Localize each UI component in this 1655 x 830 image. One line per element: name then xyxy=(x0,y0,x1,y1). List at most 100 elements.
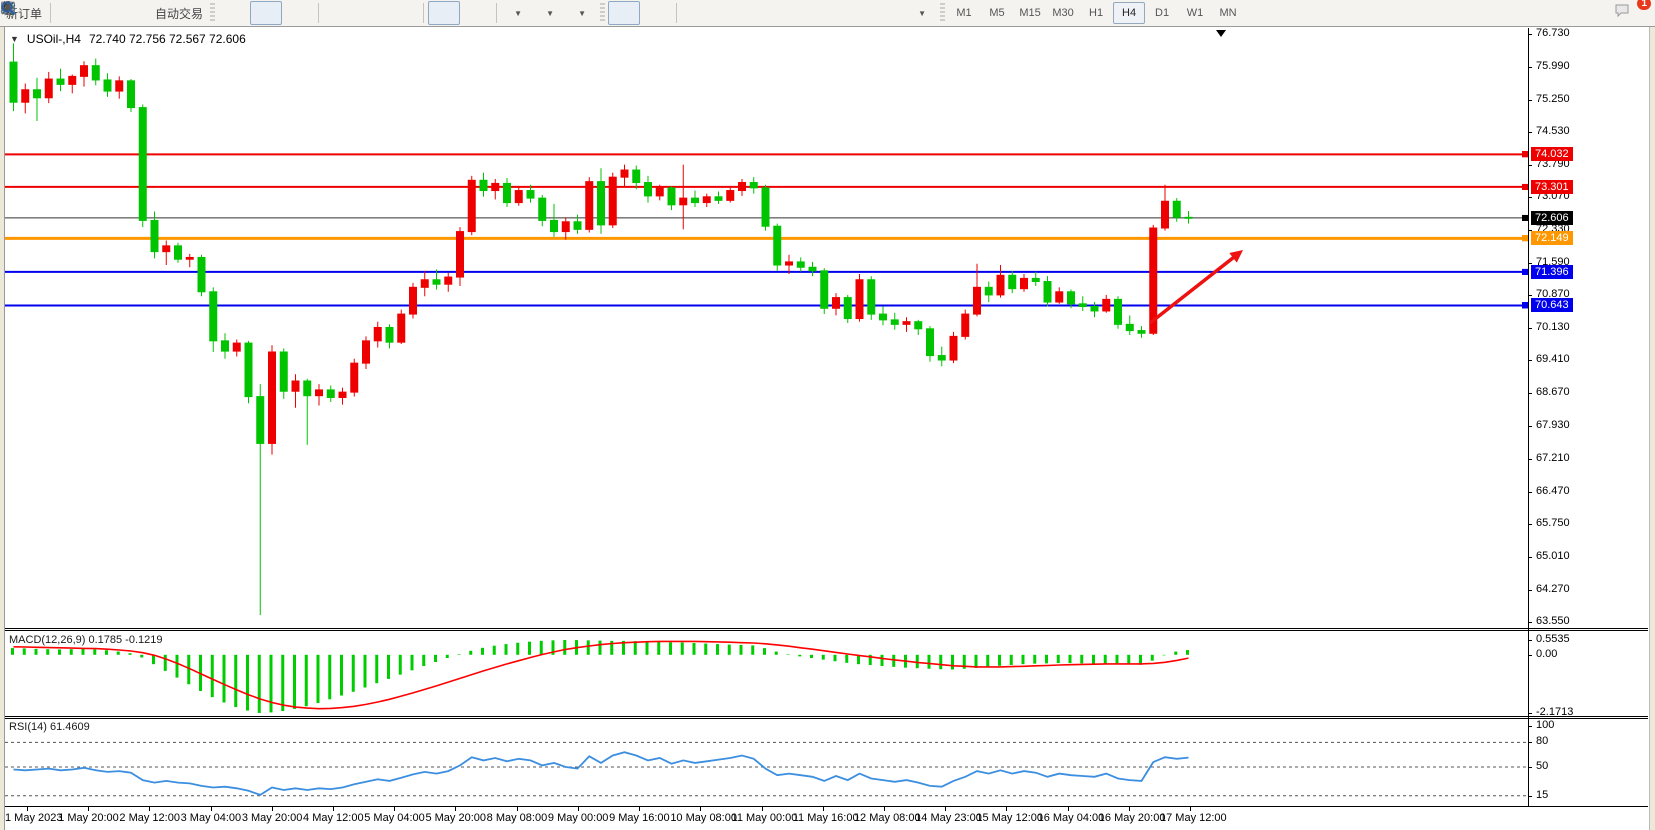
time-axis-label: 11 May 00:00 xyxy=(731,812,798,824)
time-axis-tick xyxy=(516,807,518,811)
time-axis-tick xyxy=(455,807,457,811)
main-toolbar: 新订单 自动交易 ▼ ▼ xyxy=(0,0,1655,27)
time-axis-label: 15 May 12:00 xyxy=(976,812,1044,824)
chat-bubble-icon xyxy=(1615,4,1629,18)
timeframe-mn[interactable]: MN xyxy=(1219,7,1237,19)
price-tick-label: 70.870 xyxy=(1536,288,1570,301)
price-tag-74.032: 74.032 xyxy=(1531,147,1573,162)
time-axis-label: 17 May 12:00 xyxy=(1160,812,1227,824)
chart-title: ▼ USOil-,H4 72.740 72.756 72.567 72.606 xyxy=(10,32,246,46)
price-tick-mark xyxy=(1528,34,1532,35)
time-axis-tick xyxy=(700,807,702,811)
timeframe-m1[interactable]: M1 xyxy=(956,7,972,19)
time-axis-label: 11 May 16:00 xyxy=(792,812,859,824)
price-tag-72.149: 72.149 xyxy=(1531,231,1573,246)
one-click-trading-toggle[interactable]: ▼ xyxy=(10,34,19,44)
time-axis-tick xyxy=(394,807,396,811)
panel-separator[interactable] xyxy=(5,628,1648,631)
price-tick-mark xyxy=(1528,491,1532,493)
price-tick-mark xyxy=(1528,523,1532,525)
time-axis-tick xyxy=(1067,807,1069,811)
time-axis-tick xyxy=(822,807,824,811)
price-tag-71.396: 71.396 xyxy=(1531,264,1573,279)
time-axis-tick xyxy=(761,807,763,811)
rsi-label: RSI(14) 61.4609 xyxy=(9,721,90,733)
price-tag-70.643: 70.643 xyxy=(1531,298,1573,313)
toolbar-grip xyxy=(210,3,216,23)
timeframe-d1[interactable]: D1 xyxy=(1155,7,1170,19)
window-left-edge xyxy=(0,27,5,830)
price-tick-mark xyxy=(1528,263,1532,265)
price-tag-handle xyxy=(1522,183,1528,190)
panel-separator xyxy=(5,806,1648,807)
time-axis-tick xyxy=(210,807,212,811)
toolbar-separator xyxy=(50,3,52,23)
timeframe-w1[interactable]: W1 xyxy=(1186,7,1204,19)
time-axis-label: 10 May 08:00 xyxy=(670,812,737,824)
price-tick-label: 63.550 xyxy=(1536,614,1570,627)
ohlc-values: 72.740 72.756 72.567 72.606 xyxy=(88,32,246,46)
time-axis-label: 2 May 12:00 xyxy=(119,812,180,824)
time-axis-label: 5 May 04:00 xyxy=(364,812,425,824)
time-axis-label: 9 May 00:00 xyxy=(547,812,609,824)
price-tick-label: 70.130 xyxy=(1536,321,1570,334)
notification-badge: 1 xyxy=(1637,0,1651,10)
timeframe-m5[interactable]: M5 xyxy=(989,7,1005,19)
price-tag-handle xyxy=(1522,214,1528,221)
timeframe-h1[interactable]: H1 xyxy=(1089,7,1104,19)
search-icon xyxy=(1,1,16,16)
new-order-label: 新订单 xyxy=(6,6,43,21)
macd-axis-tick xyxy=(1528,639,1532,641)
timeframe-bar: M1 M5 M15 M30 H1 H4 D1 W1 MN xyxy=(948,2,1244,24)
panel-separator[interactable] xyxy=(5,716,1648,719)
auto-trading-label: 自动交易 xyxy=(155,6,204,21)
price-tick-mark xyxy=(1528,621,1532,623)
price-tag-handle xyxy=(1522,302,1528,309)
toolbar-separator xyxy=(318,3,320,23)
timeframe-m15[interactable]: M15 xyxy=(1019,7,1041,19)
price-tick-mark xyxy=(1528,132,1532,134)
time-axis-label: 16 May 20:00 xyxy=(1098,812,1166,824)
price-tick-label: 65.010 xyxy=(1536,549,1570,562)
notifications-button[interactable]: 1 xyxy=(1613,0,1651,25)
price-tick-label: 74.530 xyxy=(1536,125,1570,138)
rsi-axis-tick xyxy=(1528,742,1532,744)
toolbar-separator xyxy=(676,3,678,23)
time-axis[interactable] xyxy=(5,807,1648,830)
price-tick-mark xyxy=(1528,556,1532,558)
rsi-panel[interactable] xyxy=(5,719,1528,806)
price-tag-72.606: 72.606 xyxy=(1531,210,1573,225)
search-button[interactable] xyxy=(1,1,1607,25)
time-axis-label: 9 May 16:00 xyxy=(609,812,670,824)
cursor-button[interactable] xyxy=(4,1,641,25)
time-axis-tick xyxy=(271,807,273,811)
rsi-axis-label: 50 xyxy=(1536,760,1549,772)
price-chart-panel[interactable] xyxy=(5,28,1528,628)
time-axis-tick xyxy=(88,807,90,811)
timeframe-h4[interactable]: H4 xyxy=(1113,2,1146,24)
new-order-button[interactable]: 新订单 xyxy=(2,1,46,25)
time-axis-tick xyxy=(1006,807,1008,811)
price-tag-handle xyxy=(1522,268,1528,275)
time-axis-label: 5 May 20:00 xyxy=(425,812,487,824)
rsi-axis-tick xyxy=(1528,726,1532,727)
price-tick-label: 75.250 xyxy=(1536,93,1570,105)
price-tick-mark xyxy=(1528,67,1532,68)
timeframe-m30[interactable]: M30 xyxy=(1052,7,1074,19)
price-tick-label: 66.470 xyxy=(1536,484,1570,497)
price-tag-handle xyxy=(1522,151,1528,158)
time-axis-label: 16 May 04:00 xyxy=(1037,812,1105,824)
time-axis-tick xyxy=(1190,807,1191,811)
time-axis-tick xyxy=(577,807,579,811)
macd-label: MACD(12,26,9) 0.1785 -0.1219 xyxy=(9,634,163,646)
time-axis-tick xyxy=(883,807,885,811)
price-tick-label: 67.930 xyxy=(1536,419,1570,432)
time-axis-label: 1 May 20:00 xyxy=(58,812,119,824)
price-tick-mark xyxy=(1528,328,1532,330)
time-axis-tick xyxy=(639,807,641,811)
toolbar-right: 1 xyxy=(1,0,1653,25)
toolbar-separator xyxy=(496,3,498,23)
time-axis-label: 8 May 08:00 xyxy=(486,812,548,824)
price-tick-mark xyxy=(1528,295,1532,297)
